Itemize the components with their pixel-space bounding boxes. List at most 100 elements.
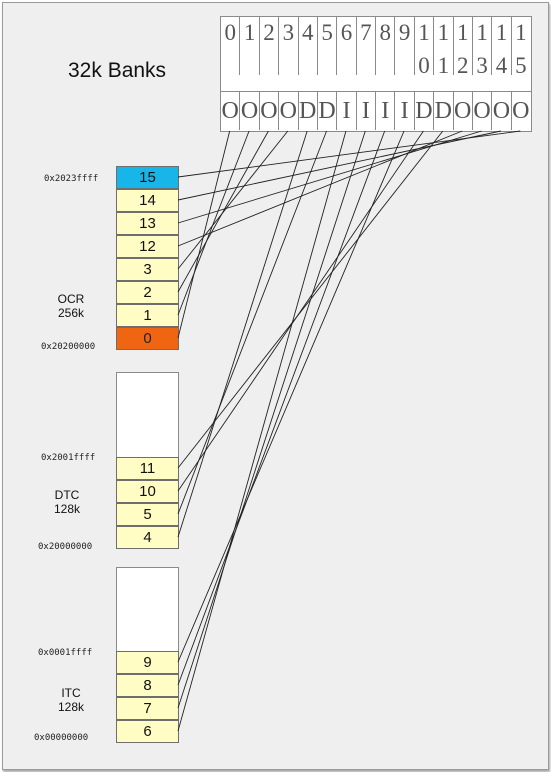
bank-column-header: 9 (395, 17, 415, 75)
bank-column-header: 8 (376, 17, 396, 75)
bank-15-connection (177, 130, 521, 178)
bank-number-digit: 1 (437, 53, 450, 78)
bank-number-digit: 7 (360, 20, 372, 45)
bank-mapping-cell: O (240, 92, 260, 130)
bank-column-header: 3 (279, 17, 299, 75)
bank-number-digit: 3 (282, 20, 295, 45)
bank-mapping-letter: I (361, 98, 370, 124)
bank-number-digit: 1 (243, 20, 256, 45)
bank-mapping-cell: D (318, 92, 338, 130)
bank-15: 15 (116, 166, 179, 189)
bank-column-header: 6 (337, 17, 357, 75)
bank-column-header: 5 (318, 17, 338, 75)
ocr-name: OCR (57, 292, 85, 306)
bank-12-connection (177, 130, 463, 247)
bank-mapping-cell: O (279, 92, 299, 130)
bank-mapping-cell: O (473, 92, 493, 130)
bank-2: 2 (116, 281, 179, 304)
bank-10: 10 (116, 480, 179, 503)
bank-number-digit: 1 (456, 20, 469, 45)
bank-12: 12 (116, 235, 179, 258)
bank-mapping-cell: O (454, 92, 473, 130)
bank-6: 6 (116, 720, 179, 743)
ocr-region-label: OCR 256k (46, 292, 96, 320)
bank-number-digit: 8 (379, 20, 391, 45)
ocr-size: 256k (57, 306, 85, 320)
bank-mapping-cell: I (337, 92, 357, 130)
bank-9: 9 (116, 651, 179, 674)
grid-divider (221, 91, 531, 92)
dtc-addr-high: 0x2001ffff (41, 453, 96, 463)
bank-3-connection (177, 130, 289, 270)
bank-number-digit: 9 (398, 20, 411, 45)
bank-5: 5 (116, 503, 179, 526)
bank-7-connection (177, 130, 366, 709)
bank-mapping-cell: I (357, 92, 376, 130)
bank-mapping-cell: D (434, 92, 454, 130)
bank-mapping-letter: I (342, 98, 351, 124)
bank-8: 8 (116, 674, 179, 697)
bank-mapping-letter: D (415, 98, 433, 124)
bank-mapping-letter: O (260, 98, 278, 124)
bank-8-connection (177, 130, 386, 686)
bank-number-digit: 1 (418, 20, 430, 45)
bank-column-header: 1 (240, 17, 260, 75)
dtc-name: DTC (54, 488, 80, 502)
bank-1: 1 (116, 304, 179, 327)
bank-number-digit: 4 (495, 53, 508, 78)
bank-mapping-letter: D (434, 98, 452, 124)
bank-3: 3 (116, 258, 179, 281)
itc-region-label: ITC 128k (46, 686, 96, 714)
bank-column-header: 2 (260, 17, 280, 75)
bank-mapping-cell: D (299, 92, 318, 130)
bank-mapping-cell: I (376, 92, 396, 130)
bank-7: 7 (116, 697, 179, 720)
ocr-addr-low: 0x20200000 (41, 342, 96, 352)
bank-number-digit: 5 (515, 53, 527, 78)
bank-number-digit: 1 (476, 20, 488, 45)
bank-mapping-letter: O (279, 98, 297, 124)
bank-mapping-letter: O (454, 98, 472, 124)
dtc-addr-low: 0x20000000 (38, 542, 93, 552)
dtc-unused-block (116, 372, 179, 460)
bank-5-connection (177, 130, 327, 515)
bank-number-digit: 2 (456, 53, 469, 78)
dtc-region-label: DTC 128k (42, 488, 92, 516)
itc-name: ITC (61, 686, 81, 700)
bank-0-connection (177, 130, 231, 339)
bank-11-connection (177, 130, 444, 469)
itc-unused-block (116, 567, 179, 655)
diagram-title: 32k Banks (68, 59, 167, 82)
bank-10-connection (177, 130, 424, 492)
bank-number-digit: 1 (495, 20, 508, 45)
bank-column-header: 0 (221, 17, 241, 75)
dtc-size: 128k (53, 502, 81, 516)
itc-addr-low: 0x00000000 (34, 733, 89, 743)
bank-number-digit: 3 (476, 53, 488, 78)
bank-number-digit: 1 (515, 20, 527, 45)
bank-number-digit: 1 (437, 20, 450, 45)
bank-number-digit: 0 (224, 20, 236, 45)
bank-4: 4 (116, 526, 179, 549)
bank-mapping-cell: O (512, 92, 530, 130)
bank-mapping-cell: O (492, 92, 512, 130)
bank-mapping-cell: O (260, 92, 280, 130)
bank-mapping-letter: D (299, 98, 317, 124)
ocr-addr-high: 0x2023ffff (44, 174, 99, 184)
bank-mapping-letter: O (221, 98, 239, 124)
bank-14-connection (177, 130, 502, 201)
bank-13: 13 (116, 212, 179, 235)
bank-mapping-letter: O (492, 98, 511, 124)
bank-number-digit: 0 (418, 53, 430, 78)
bank-number-digit: 6 (340, 20, 353, 45)
bank-mapping-cell: I (395, 92, 415, 130)
bank-mapping-letter: I (381, 98, 390, 124)
bank-4-connection (177, 130, 308, 538)
bank-mapping-letter: O (512, 98, 530, 124)
